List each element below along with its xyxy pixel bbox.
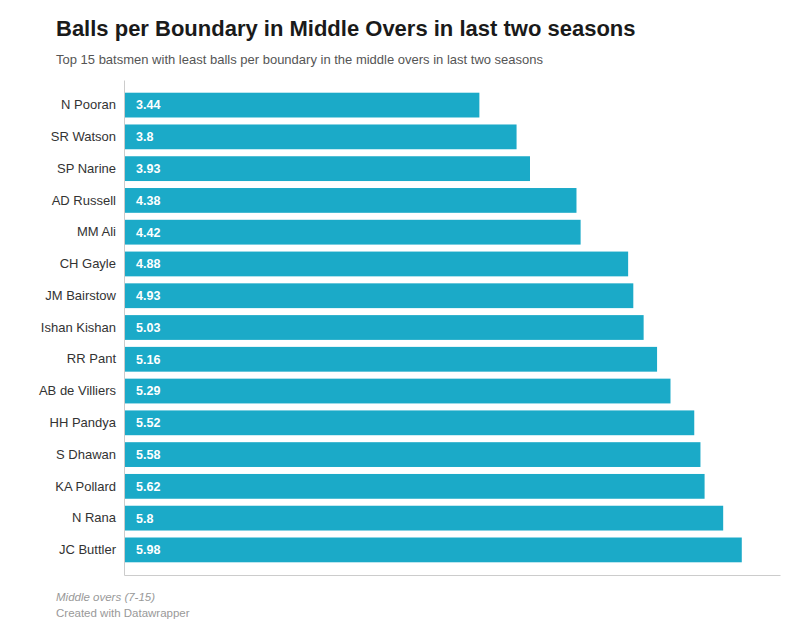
plot: 5.98 5.8 5.62 5.58 5.52 5.29 5.16 5.03 4.93 4.88 4… [39, 81, 781, 576]
tick-label: RR Pant [67, 351, 117, 366]
tick: RR Pant [67, 351, 124, 366]
bar [124, 188, 576, 213]
tick-label: AB de Villiers [39, 383, 117, 398]
x-axis [125, 575, 781, 576]
tick: SP Narine [57, 161, 124, 176]
tick: AD Russell [52, 193, 124, 208]
data-label: 5.52 [136, 416, 160, 430]
data-label: 4.93 [136, 289, 160, 303]
footnote: Created with Datawrapper [56, 607, 190, 619]
y-axis: JC Buttler N Rana KA Pollard S Dhawan HH Pan… [39, 81, 125, 576]
footnote: Middle overs (7-15) [56, 591, 155, 603]
tick-label: SP Narine [57, 161, 116, 176]
subtitle: Top 15 batsmen with least balls per boun… [56, 52, 544, 67]
tick-label: SR Watson [51, 129, 116, 144]
bar [124, 410, 694, 435]
tick: MM Ali [77, 224, 124, 239]
tick-label: MM Ali [77, 224, 116, 239]
tick: AB de Villiers [39, 383, 124, 398]
tick: Ishan Kishan [41, 320, 124, 335]
bar [124, 442, 700, 467]
bar [124, 315, 644, 340]
tick-label: HH Pandya [50, 415, 117, 430]
bar [124, 93, 479, 118]
tick-label: S Dhawan [56, 447, 116, 462]
data-label: 5.03 [136, 321, 160, 335]
x-axis-line [125, 575, 781, 576]
tick: CH Gayle [60, 256, 124, 271]
tick-label: JM Bairstow [45, 288, 116, 303]
bar [124, 220, 581, 245]
data-label: 4.42 [136, 226, 160, 240]
tick-label: Ishan Kishan [41, 320, 116, 335]
bar [124, 156, 530, 181]
tick-label: KA Pollard [55, 479, 116, 494]
tick: KA Pollard [55, 479, 124, 494]
bar [124, 252, 628, 277]
title: Balls per Boundary in Middle Overs in la… [56, 16, 636, 41]
data-label: 4.38 [136, 194, 160, 208]
bar [124, 474, 705, 499]
tick: JM Bairstow [45, 288, 124, 303]
bar [124, 283, 633, 308]
chart: Balls per Boundary in Middle Overs in la… [0, 0, 800, 634]
data-label: 5.16 [136, 353, 160, 367]
bar [124, 124, 517, 149]
tick: N Pooran [61, 97, 124, 112]
data-label: 5.58 [136, 448, 160, 462]
bar [124, 347, 657, 372]
data-label: 4.88 [136, 257, 160, 271]
tick-label: JC Buttler [59, 542, 117, 557]
tick: JC Buttler [59, 542, 124, 557]
bar [124, 379, 670, 404]
bars [124, 93, 742, 563]
bar [124, 538, 742, 563]
bar [124, 506, 723, 531]
data-label: 3.8 [136, 130, 153, 144]
tick: HH Pandya [50, 415, 124, 430]
data-label: 5.8 [136, 512, 153, 526]
data-label: 5.62 [136, 480, 160, 494]
data-label: 3.93 [136, 162, 160, 176]
tick: SR Watson [51, 129, 124, 144]
tick-label: CH Gayle [60, 256, 116, 271]
tick-label: N Pooran [61, 97, 116, 112]
data-label: 5.29 [136, 384, 160, 398]
data-label: 5.98 [136, 543, 160, 557]
tick: S Dhawan [56, 447, 124, 462]
data-label: 3.44 [136, 98, 160, 112]
tick: N Rana [72, 510, 124, 525]
tick-label: N Rana [72, 510, 117, 525]
tick-label: AD Russell [52, 193, 116, 208]
data-labels: 5.98 5.8 5.62 5.58 5.52 5.29 5.16 5.03 4.93 4.88 4… [136, 98, 160, 557]
y-axis-line [124, 81, 125, 576]
